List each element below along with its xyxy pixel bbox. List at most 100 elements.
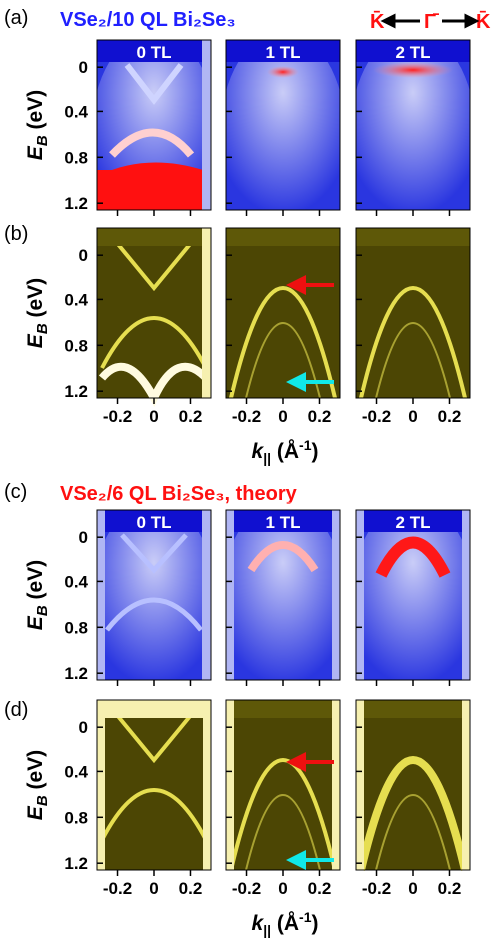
y-tick-label: 1.2	[64, 382, 88, 401]
edge	[462, 700, 470, 870]
panel-header	[226, 700, 340, 718]
y-tick-label: 0.4	[64, 102, 88, 121]
label-part: E	[24, 805, 47, 820]
direction-center: Γ̄	[424, 11, 439, 33]
panel: 0 TL	[91, 32, 216, 236]
row-label: (b)	[4, 223, 28, 245]
label-part: (eV)	[24, 90, 47, 136]
label-subscript: B	[34, 323, 51, 334]
edge	[97, 510, 105, 680]
x-tick-label: 0	[278, 879, 287, 898]
panel-label: 1 TL	[266, 513, 301, 532]
x-axis-label: k|| (Å-1)	[252, 437, 319, 466]
x-tick-label: -0.2	[362, 879, 391, 898]
label-subscript: B	[34, 135, 51, 146]
y-tick-label: 0	[79, 528, 88, 547]
edge	[462, 510, 470, 680]
panel: 2 TL	[350, 32, 475, 236]
direction-right: K̄	[476, 11, 491, 33]
y-tick-label: 0.8	[64, 808, 88, 827]
x-tick-label: -0.2	[232, 879, 261, 898]
panel-label: 0 TL	[137, 43, 172, 62]
x-tick-label: 0	[278, 407, 287, 426]
panel-label: 2 TL	[396, 43, 431, 62]
y-tick-label: 0.4	[64, 290, 88, 309]
y-tick-label: 0.4	[64, 762, 88, 781]
x-tick-label: 0	[408, 407, 417, 426]
label-superscript: -1	[299, 437, 312, 453]
y-tick-label: 0	[79, 58, 88, 77]
x-tick-label: 0.2	[179, 879, 203, 898]
label-part: (eV)	[24, 560, 47, 606]
y-tick-label: 0.8	[64, 336, 88, 355]
edge	[226, 510, 234, 680]
panel-bg	[356, 700, 470, 870]
label-subscript: B	[34, 605, 51, 616]
panel-label: 1 TL	[266, 43, 301, 62]
edge	[332, 510, 340, 680]
edge	[332, 700, 340, 870]
edge	[356, 700, 364, 870]
figure: (a) VSe₂/10 QL Bi₂Se₃ K̄ Γ̄ K̄ (b) (c) V…	[0, 0, 498, 948]
y-tick-label: 1.2	[64, 664, 88, 683]
red-spot	[267, 66, 299, 78]
row-title: VSe₂/10 QL Bi₂Se₃	[60, 9, 236, 31]
panel	[226, 228, 340, 404]
panel	[97, 700, 211, 876]
row-label: (a)	[4, 7, 28, 29]
label-subscript: B	[34, 795, 51, 806]
edge	[202, 228, 211, 398]
row-title: VSe₂/6 QL Bi₂Se₃, theory	[60, 483, 298, 505]
label-part: (eV)	[24, 278, 47, 324]
x-tick-label: 0.2	[438, 879, 462, 898]
label-superscript: -1	[299, 909, 312, 925]
direction-left: K̄	[370, 11, 385, 33]
panel: 1 TL	[220, 32, 345, 236]
y-tick-label: 0.8	[64, 618, 88, 637]
panel	[356, 228, 470, 404]
panel-label: 2 TL	[396, 513, 431, 532]
panel: 0 TL	[91, 502, 216, 706]
edge	[356, 510, 364, 680]
panel-header	[356, 700, 470, 718]
x-tick-label: 0.2	[308, 407, 332, 426]
red-spot	[373, 62, 453, 78]
label-part: )	[311, 440, 318, 463]
panel-header	[97, 228, 211, 246]
edge	[203, 510, 211, 680]
label-part: (Å	[271, 911, 299, 935]
panel-label: 0 TL	[137, 513, 172, 532]
x-tick-label: -0.2	[103, 407, 132, 426]
x-tick-label: 0.2	[438, 407, 462, 426]
band-haze	[220, 502, 345, 706]
band-haze	[350, 502, 475, 706]
y-tick-label: 1.2	[64, 854, 88, 873]
y-axis-label: EB (eV)	[24, 560, 51, 630]
panel: 2 TL	[350, 502, 475, 706]
x-tick-label: -0.2	[232, 407, 261, 426]
label-part: (Å	[271, 439, 299, 463]
panel-bg	[356, 228, 470, 398]
edge	[226, 700, 234, 870]
edge	[202, 40, 211, 210]
panel-header	[226, 228, 340, 246]
x-tick-label: -0.2	[103, 879, 132, 898]
x-tick-label: 0	[149, 879, 158, 898]
x-tick-label: -0.2	[362, 407, 391, 426]
panel-bg	[226, 700, 340, 870]
x-tick-label: 0.2	[308, 879, 332, 898]
row-label: (c)	[4, 481, 27, 503]
label-part: E	[24, 145, 47, 160]
panel	[226, 700, 340, 876]
label-part: (eV)	[24, 750, 47, 796]
label-subscript: ||	[263, 450, 271, 466]
x-tick-label: 0.2	[179, 407, 203, 426]
x-tick-label: 0	[408, 879, 417, 898]
x-tick-label: 0	[149, 407, 158, 426]
y-axis-label: EB (eV)	[24, 750, 51, 820]
y-axis-label: EB (eV)	[24, 278, 51, 348]
y-tick-label: 0.4	[64, 572, 88, 591]
band-haze	[220, 32, 345, 236]
panel-header	[356, 228, 470, 246]
band-haze	[91, 502, 216, 706]
